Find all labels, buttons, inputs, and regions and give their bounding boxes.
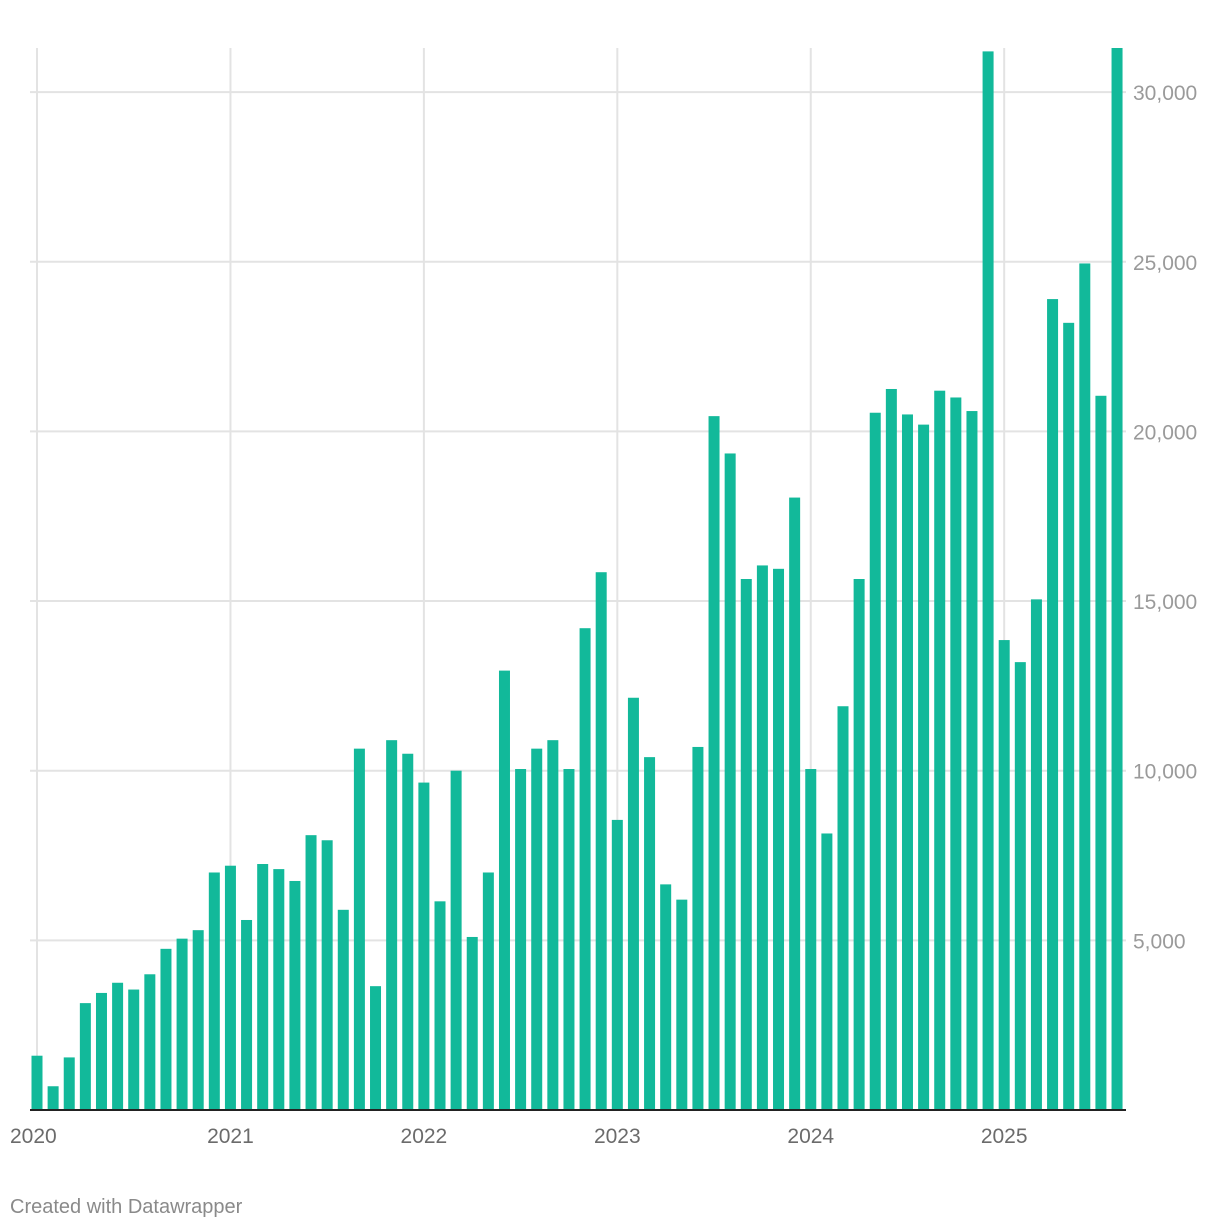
x-tick-label: 2020 — [10, 1125, 57, 1148]
bar-2025-02 — [1014, 662, 1026, 1110]
bar-2020-06 — [112, 982, 124, 1110]
bar-2023-11 — [773, 568, 785, 1110]
y-tick-label: 5,000 — [1133, 930, 1186, 953]
bar-2021-02 — [241, 919, 253, 1110]
bar-2023-07 — [708, 416, 720, 1110]
bar-2020-08 — [144, 974, 156, 1110]
bar-2022-11 — [579, 628, 591, 1110]
x-tick-label: 2023 — [594, 1125, 641, 1148]
bar-2020-03 — [63, 1057, 75, 1110]
bar-2024-06 — [885, 388, 897, 1110]
bar-2021-07 — [321, 840, 333, 1110]
x-tick-label: 2025 — [981, 1125, 1028, 1148]
bar-2025-06 — [1079, 263, 1091, 1110]
bar-2022-07 — [515, 769, 527, 1110]
bar-2022-02 — [434, 901, 446, 1110]
bar-2021-03 — [257, 864, 269, 1110]
bar-2021-05 — [289, 880, 301, 1110]
bar-2020-04 — [79, 1003, 91, 1110]
bar-2023-08 — [724, 453, 736, 1111]
bar-2022-01 — [418, 782, 430, 1110]
bar-2024-07 — [901, 414, 913, 1110]
datawrapper-credit: Created with Datawrapper — [10, 1196, 243, 1218]
bar-2020-10 — [176, 938, 188, 1110]
y-axis-labels: 5,000 10,000 15,000 20,000 25,000 30,000 — [1133, 82, 1197, 953]
bar-2021-12 — [402, 753, 414, 1110]
bar-2023-06 — [692, 746, 704, 1110]
x-axis-labels: 2020 2021 2022 2023 2024 2025 — [10, 1125, 1028, 1148]
bar-2020-05 — [95, 992, 107, 1110]
bar-2024-02 — [821, 833, 833, 1110]
bar-2020-12 — [208, 872, 220, 1110]
bar-2021-08 — [337, 909, 349, 1110]
bar-2022-10 — [563, 769, 575, 1110]
bar-2022-09 — [547, 740, 559, 1110]
bar-2021-11 — [386, 740, 398, 1110]
x-tick-label: 2022 — [401, 1125, 448, 1148]
x-tick-label: 2024 — [787, 1125, 834, 1148]
bar-2022-05 — [482, 872, 494, 1110]
bar-2023-12 — [789, 497, 801, 1110]
bar-2024-05 — [869, 412, 881, 1110]
bar-2023-03 — [644, 757, 656, 1110]
bar-2023-05 — [676, 899, 688, 1110]
bar-2025-03 — [1030, 599, 1042, 1110]
bar-2023-10 — [756, 565, 768, 1110]
bar-2025-01 — [998, 640, 1010, 1110]
bar-2024-08 — [918, 424, 930, 1110]
bar-2022-08 — [531, 748, 543, 1110]
bar-2024-11 — [966, 411, 978, 1110]
bar-2020-09 — [160, 948, 172, 1110]
x-tick-label: 2021 — [207, 1125, 254, 1148]
y-tick-label: 30,000 — [1133, 82, 1197, 105]
bar-2022-04 — [466, 936, 478, 1110]
y-tick-label: 10,000 — [1133, 761, 1197, 784]
bar-2023-04 — [660, 884, 672, 1110]
bar-2020-07 — [128, 989, 140, 1110]
bar-2023-02 — [627, 697, 639, 1110]
bar-2021-09 — [353, 748, 365, 1110]
bar-2025-05 — [1063, 322, 1075, 1111]
y-tick-label: 25,000 — [1133, 252, 1197, 275]
bar-2024-12 — [982, 51, 994, 1110]
bar-chart: 5,000 10,000 15,000 20,000 25,000 30,000 2020… — [10, 48, 1197, 1148]
bar-2021-04 — [273, 869, 285, 1110]
bar-2021-06 — [305, 835, 317, 1110]
bar-2024-09 — [934, 390, 946, 1110]
bar-2022-06 — [498, 670, 510, 1110]
bar-2024-03 — [837, 706, 849, 1110]
bar-2021-10 — [370, 986, 382, 1110]
bar-2020-11 — [192, 930, 204, 1110]
bar-2022-03 — [450, 770, 462, 1110]
bar-2022-12 — [595, 572, 607, 1110]
bar-2020-02 — [47, 1086, 59, 1110]
y-tick-label: 20,000 — [1133, 421, 1197, 444]
bar-2023-01 — [611, 819, 623, 1110]
bar-2025-08 — [1111, 48, 1123, 1110]
bar-2024-01 — [805, 769, 817, 1110]
y-tick-label: 15,000 — [1133, 591, 1197, 614]
bar-2023-09 — [740, 579, 752, 1110]
bar-2024-10 — [950, 397, 962, 1111]
bar-2020-01 — [31, 1055, 43, 1110]
bar-2024-04 — [853, 579, 865, 1110]
bar-2025-07 — [1095, 395, 1107, 1110]
bars — [31, 48, 1123, 1111]
bar-2025-04 — [1047, 299, 1059, 1111]
bar-2021-01 — [224, 865, 236, 1110]
